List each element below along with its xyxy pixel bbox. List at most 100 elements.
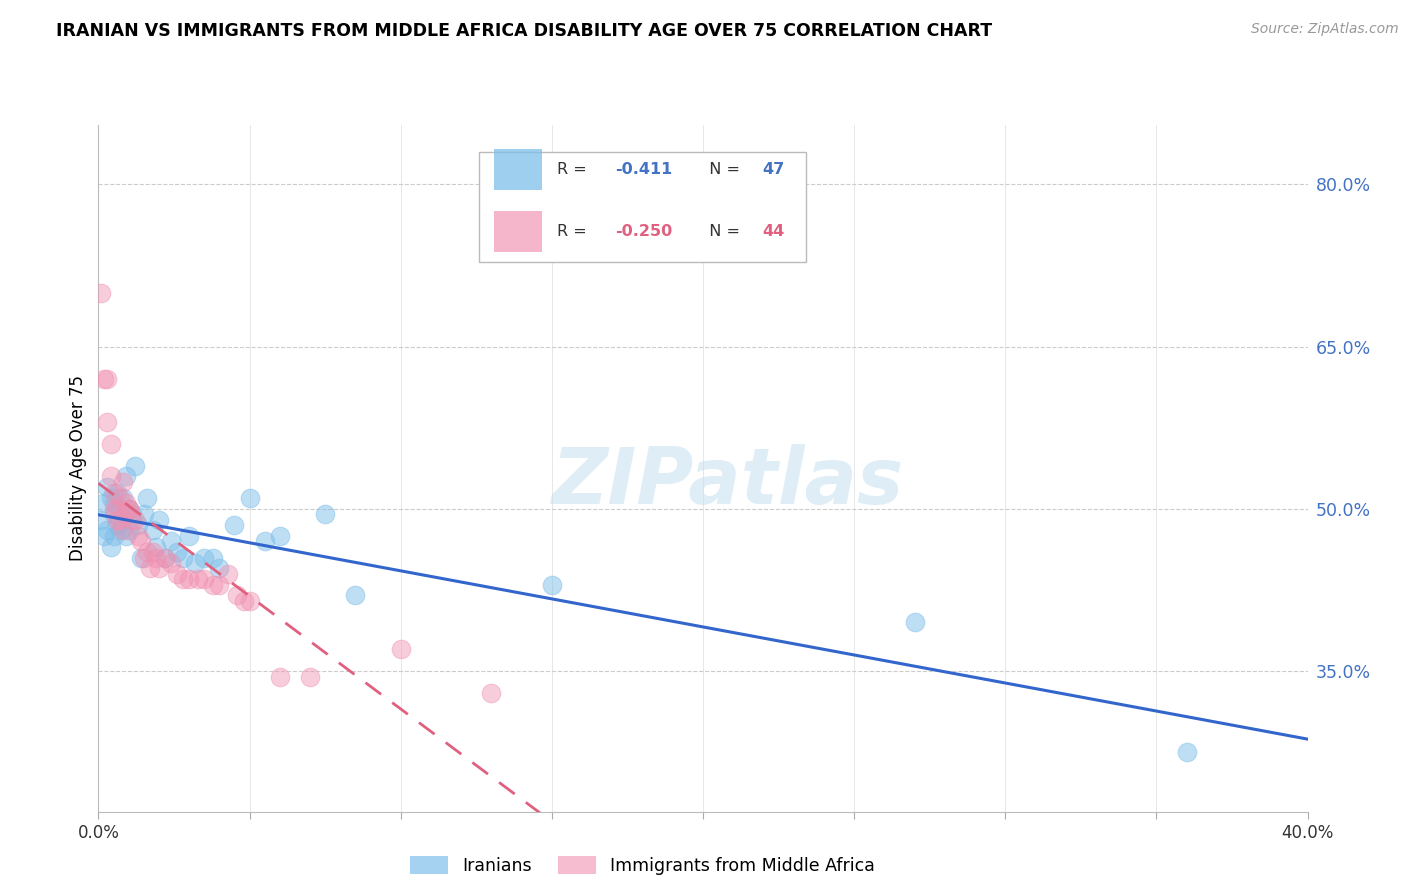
Text: N =: N = bbox=[699, 162, 745, 177]
Point bbox=[108, 491, 131, 505]
Point bbox=[253, 534, 276, 549]
Point bbox=[111, 513, 134, 527]
Point bbox=[111, 475, 134, 489]
Point bbox=[135, 545, 157, 559]
Point bbox=[193, 572, 215, 586]
Point bbox=[314, 508, 336, 522]
Point bbox=[108, 513, 131, 527]
Point bbox=[135, 491, 157, 505]
Point bbox=[129, 534, 152, 549]
Point bbox=[217, 566, 239, 581]
Point bbox=[389, 642, 412, 657]
Point bbox=[142, 524, 165, 538]
Point bbox=[224, 518, 246, 533]
Point bbox=[114, 496, 136, 510]
Point bbox=[148, 513, 170, 527]
Point bbox=[172, 550, 194, 565]
Point bbox=[226, 588, 249, 602]
Point bbox=[105, 513, 128, 527]
Point bbox=[90, 513, 112, 527]
Point bbox=[172, 572, 194, 586]
Point bbox=[100, 469, 122, 483]
Point bbox=[202, 577, 225, 591]
Point bbox=[93, 372, 115, 386]
Point bbox=[239, 594, 262, 608]
Point bbox=[299, 669, 322, 683]
Point bbox=[103, 508, 125, 522]
Point bbox=[114, 469, 136, 483]
Point bbox=[540, 577, 562, 591]
Point bbox=[108, 501, 131, 516]
Point bbox=[90, 285, 112, 300]
Point bbox=[105, 501, 128, 516]
Point bbox=[269, 669, 291, 683]
Point bbox=[145, 550, 167, 565]
Point bbox=[153, 550, 176, 565]
Point bbox=[100, 540, 122, 554]
Text: R =: R = bbox=[557, 162, 596, 177]
Point bbox=[179, 529, 201, 543]
Point bbox=[118, 524, 141, 538]
Point bbox=[202, 550, 225, 565]
Y-axis label: Disability Age Over 75: Disability Age Over 75 bbox=[69, 376, 87, 561]
Point bbox=[103, 496, 125, 510]
Point bbox=[232, 594, 254, 608]
Point bbox=[132, 550, 155, 565]
Point bbox=[96, 372, 118, 386]
Point bbox=[344, 588, 367, 602]
Point bbox=[187, 572, 209, 586]
Point bbox=[1175, 745, 1198, 759]
Point bbox=[208, 561, 231, 575]
Text: IRANIAN VS IMMIGRANTS FROM MIDDLE AFRICA DISABILITY AGE OVER 75 CORRELATION CHAR: IRANIAN VS IMMIGRANTS FROM MIDDLE AFRICA… bbox=[56, 22, 993, 40]
Point bbox=[96, 415, 118, 429]
Point bbox=[111, 524, 134, 538]
Point bbox=[121, 513, 143, 527]
Point bbox=[114, 529, 136, 543]
Text: 47: 47 bbox=[762, 162, 785, 177]
Point bbox=[160, 534, 183, 549]
Point bbox=[108, 524, 131, 538]
Point bbox=[184, 556, 207, 570]
Text: ZIPatlas: ZIPatlas bbox=[551, 444, 903, 520]
Point bbox=[193, 550, 215, 565]
Point bbox=[166, 566, 188, 581]
Point bbox=[148, 561, 170, 575]
Point bbox=[124, 458, 146, 473]
Text: R =: R = bbox=[557, 224, 592, 239]
Point bbox=[105, 518, 128, 533]
Point bbox=[103, 501, 125, 516]
Point bbox=[179, 572, 201, 586]
Point bbox=[103, 485, 125, 500]
Point bbox=[118, 501, 141, 516]
Point bbox=[105, 485, 128, 500]
Point bbox=[127, 529, 149, 543]
Point bbox=[481, 686, 503, 700]
Point bbox=[96, 480, 118, 494]
Point bbox=[100, 491, 122, 505]
Point bbox=[129, 550, 152, 565]
Point bbox=[118, 501, 141, 516]
Point bbox=[93, 496, 115, 510]
Text: -0.411: -0.411 bbox=[614, 162, 672, 177]
Legend: Iranians, Immigrants from Middle Africa: Iranians, Immigrants from Middle Africa bbox=[404, 849, 882, 882]
Point bbox=[124, 513, 146, 527]
Point bbox=[269, 529, 291, 543]
Point bbox=[160, 556, 183, 570]
Point bbox=[142, 545, 165, 559]
Point bbox=[103, 529, 125, 543]
Point bbox=[127, 518, 149, 533]
Text: N =: N = bbox=[699, 224, 745, 239]
Point bbox=[96, 524, 118, 538]
Point bbox=[239, 491, 262, 505]
Point bbox=[166, 545, 188, 559]
Point bbox=[118, 501, 141, 516]
Text: -0.250: -0.250 bbox=[614, 224, 672, 239]
Point bbox=[153, 550, 176, 565]
Point bbox=[208, 577, 231, 591]
Point bbox=[904, 615, 927, 630]
Text: Source: ZipAtlas.com: Source: ZipAtlas.com bbox=[1251, 22, 1399, 37]
Point bbox=[93, 529, 115, 543]
Point bbox=[111, 491, 134, 505]
Text: 44: 44 bbox=[762, 224, 785, 239]
Point bbox=[145, 540, 167, 554]
